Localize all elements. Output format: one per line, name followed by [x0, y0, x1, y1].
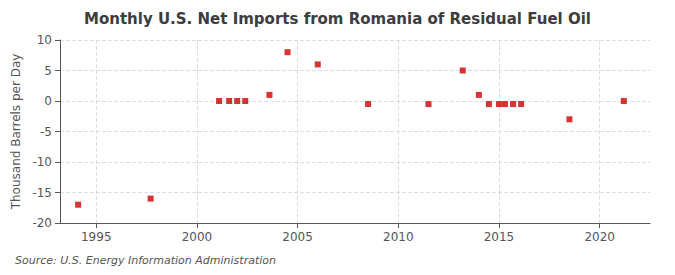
- svg-text:Thousand Barrels per Day: Thousand Barrels per Day: [9, 54, 23, 211]
- svg-text:0: 0: [44, 94, 52, 108]
- svg-text:10: 10: [37, 33, 52, 47]
- svg-text:1995: 1995: [81, 230, 112, 244]
- svg-text:-15: -15: [32, 186, 52, 200]
- svg-text:-20: -20: [32, 216, 52, 230]
- svg-text:2005: 2005: [282, 230, 313, 244]
- svg-text:2020: 2020: [584, 230, 615, 244]
- svg-text:2015: 2015: [484, 230, 515, 244]
- svg-text:2000: 2000: [182, 230, 213, 244]
- svg-text:5: 5: [44, 64, 52, 78]
- svg-text:-5: -5: [40, 125, 52, 139]
- svg-text:-10: -10: [32, 155, 52, 169]
- svg-text:Monthly U.S. Net Imports from: Monthly U.S. Net Imports from Romania of…: [84, 10, 591, 28]
- svg-text:2010: 2010: [383, 230, 414, 244]
- svg-text:Source: U.S. Energy Informatio: Source: U.S. Energy Information Administ…: [15, 254, 276, 267]
